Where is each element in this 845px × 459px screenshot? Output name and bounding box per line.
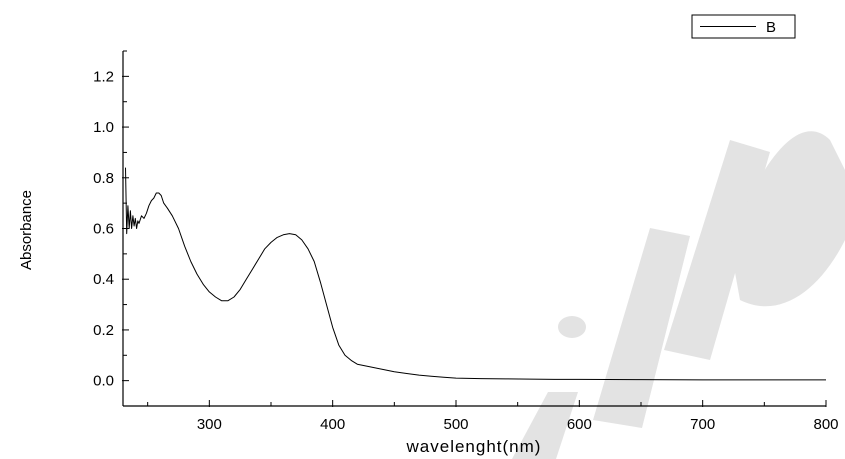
legend-label-b: B — [766, 19, 776, 36]
series-line-b — [125, 167, 826, 381]
plot-area — [125, 167, 826, 381]
y-tick-label: 0.8 — [93, 170, 114, 187]
x-tick-label: 400 — [320, 416, 345, 433]
x-axis-title: wavelenght(nm) — [406, 437, 542, 456]
y-tick-label: 1.0 — [93, 119, 114, 136]
y-tick-label: 0.4 — [93, 271, 114, 288]
y-tick-label: 1.2 — [93, 68, 114, 85]
y-axis-title: Absorbance — [18, 190, 35, 270]
ticks-group: 0.0 0.2 0.4 0.6 0.8 1.0 1.2 300 400 500 600 700 800 — [93, 50, 839, 433]
x-tick-label: 800 — [813, 416, 838, 433]
legend: B — [691, 14, 796, 39]
x-tick-label: 600 — [567, 416, 592, 433]
y-tick-label: 0.0 — [93, 373, 114, 390]
x-tick-label: 300 — [197, 416, 222, 433]
y-tick-label: 0.6 — [93, 221, 114, 238]
watermark — [512, 131, 845, 459]
x-tick-label: 700 — [690, 416, 715, 433]
y-tick-label: 0.2 — [93, 322, 114, 339]
x-tick-label: 500 — [443, 416, 468, 433]
